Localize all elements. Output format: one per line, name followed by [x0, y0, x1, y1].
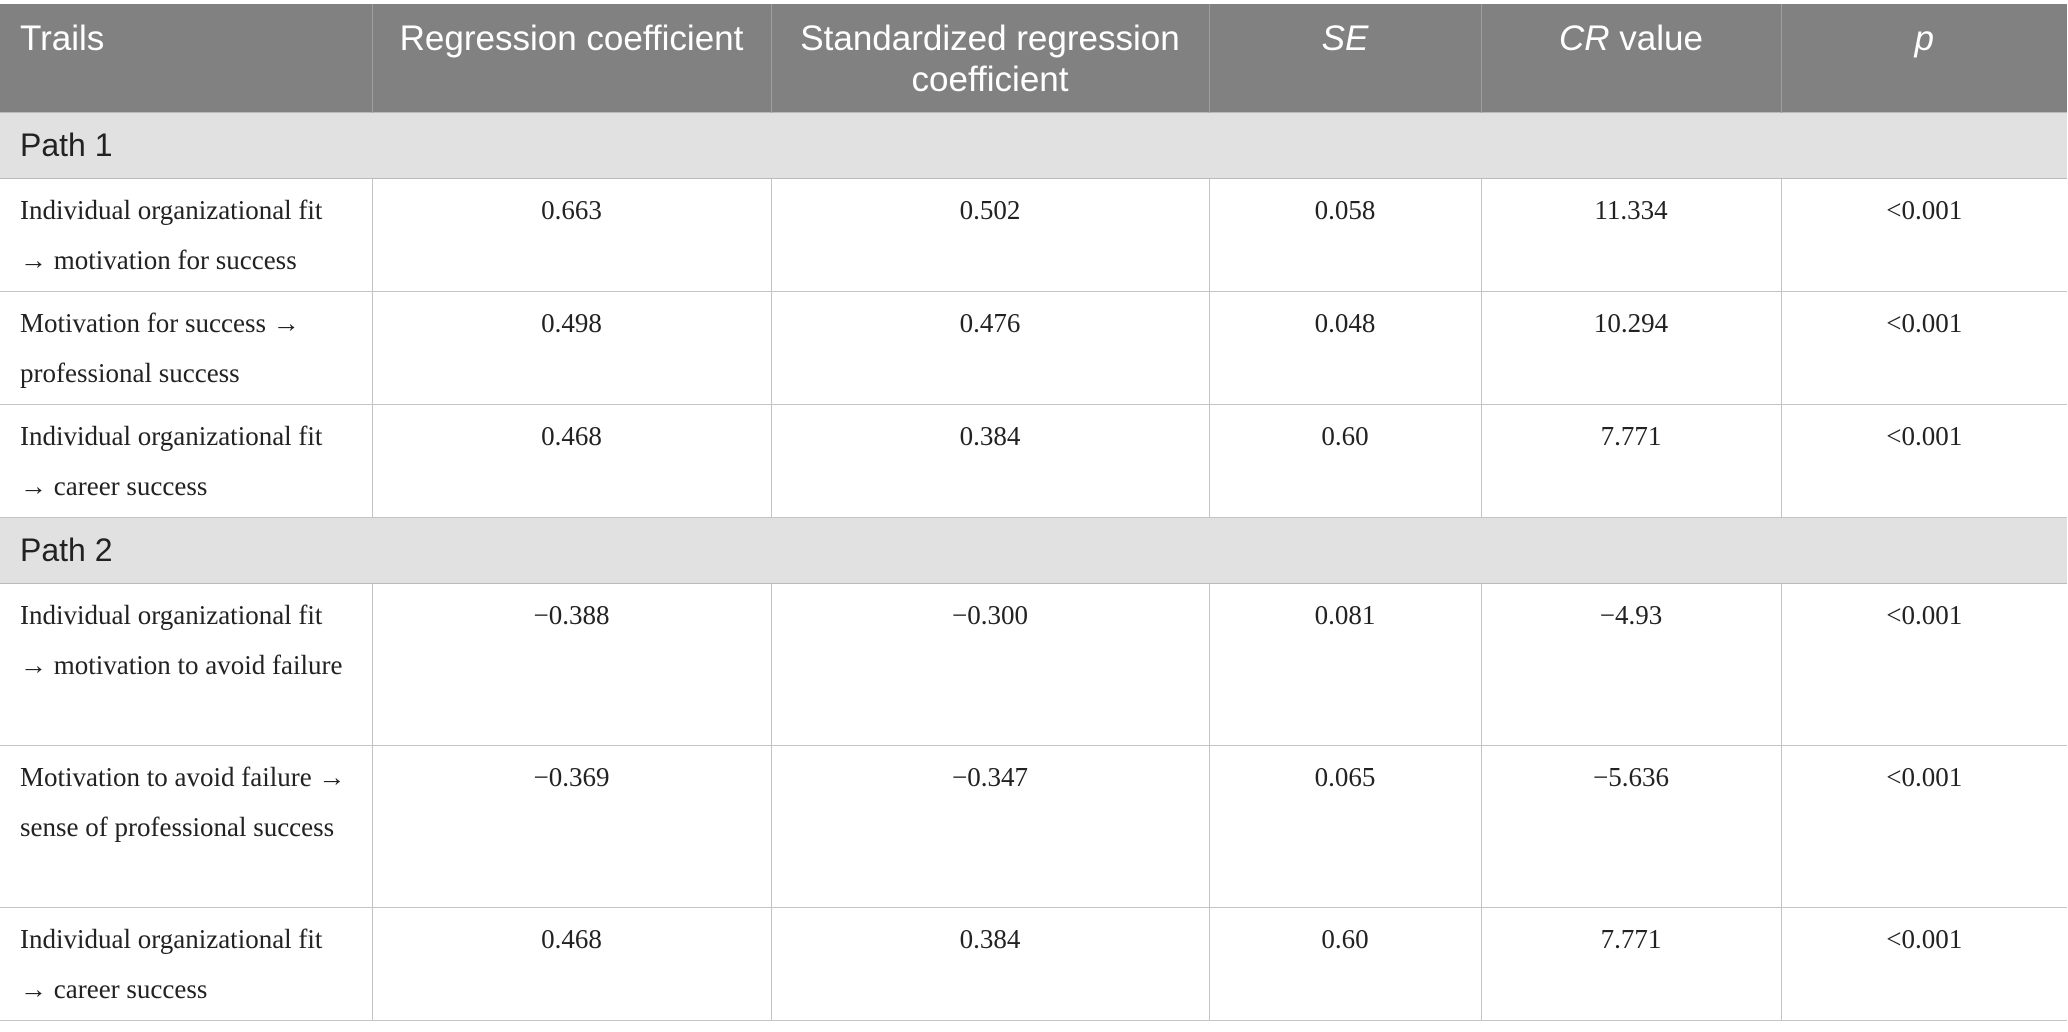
header-cr-suffix: value [1609, 19, 1703, 58]
se-cell: 0.058 [1208, 177, 1482, 292]
table-header: Trails Regression coefficient Standardiz… [0, 4, 2067, 112]
se-cell: 0.065 [1208, 744, 1482, 908]
group-label: Path 2 [0, 516, 2067, 584]
p-cell: <0.001 [1780, 582, 2067, 746]
table-row: Individual organizational fit → motivati… [0, 582, 2067, 746]
se-cell: 0.048 [1208, 290, 1482, 405]
standardized-cell: −0.300 [770, 582, 1210, 746]
regression-results-table: Trails Regression coefficient Standardiz… [0, 4, 2067, 1021]
p-cell: <0.001 [1780, 403, 2067, 518]
group-row-path-2: Path 2 [0, 516, 2067, 584]
trail-cell: Motivation for success → professional su… [0, 290, 373, 405]
table-row: Motivation for success → professional su… [0, 290, 2067, 405]
trail-cell: Motivation to avoid failure → sense of p… [0, 744, 373, 908]
header-regression-coefficient: Regression coefficient [372, 4, 772, 112]
p-cell: <0.001 [1780, 290, 2067, 405]
group-row-path-1: Path 1 [0, 111, 2067, 179]
header-se: SE [1209, 4, 1482, 112]
p-cell: <0.001 [1780, 177, 2067, 292]
cr-cell: −5.636 [1480, 744, 1782, 908]
header-trails: Trails [0, 4, 373, 112]
standardized-cell: −0.347 [770, 744, 1210, 908]
header-standardized-regression-coefficient: Standardized regression coefficient [771, 4, 1210, 112]
header-se-label: SE [1321, 19, 1369, 58]
p-cell: <0.001 [1780, 906, 2067, 1021]
trail-cell: Individual organizational fit → career s… [0, 403, 373, 518]
regression-cell: −0.388 [371, 582, 772, 746]
cr-cell: 11.334 [1480, 177, 1782, 292]
group-label: Path 1 [0, 111, 2067, 179]
trail-cell: Individual organizational fit → motivati… [0, 582, 373, 746]
header-row: Trails Regression coefficient Standardiz… [0, 4, 2067, 112]
se-cell: 0.081 [1208, 582, 1482, 746]
header-p: p [1781, 4, 2067, 112]
regression-cell: 0.468 [371, 906, 772, 1021]
header-p-label: p [1914, 19, 1934, 58]
cr-cell: 10.294 [1480, 290, 1782, 405]
p-cell: <0.001 [1780, 744, 2067, 908]
se-cell: 0.60 [1208, 403, 1482, 518]
regression-cell: 0.663 [371, 177, 772, 292]
header-cr-value: CR value [1481, 4, 1782, 112]
table-row: Individual organizational fit → motivati… [0, 177, 2067, 292]
table-row: Individual organizational fit → career s… [0, 403, 2067, 518]
cr-cell: −4.93 [1480, 582, 1782, 746]
regression-cell: −0.369 [371, 744, 772, 908]
table-row: Motivation to avoid failure → sense of p… [0, 744, 2067, 908]
standardized-cell: 0.502 [770, 177, 1210, 292]
regression-cell: 0.468 [371, 403, 772, 518]
cr-cell: 7.771 [1480, 403, 1782, 518]
cr-cell: 7.771 [1480, 906, 1782, 1021]
se-cell: 0.60 [1208, 906, 1482, 1021]
header-cr-prefix: CR [1559, 19, 1610, 58]
standardized-cell: 0.384 [770, 906, 1210, 1021]
standardized-cell: 0.476 [770, 290, 1210, 405]
table-row: Individual organizational fit → career s… [0, 906, 2067, 1021]
trail-cell: Individual organizational fit → career s… [0, 906, 373, 1021]
regression-cell: 0.498 [371, 290, 772, 405]
table-body: Path 1 Individual organizational fit → m… [0, 111, 2067, 1021]
standardized-cell: 0.384 [770, 403, 1210, 518]
trail-cell: Individual organizational fit → motivati… [0, 177, 373, 292]
